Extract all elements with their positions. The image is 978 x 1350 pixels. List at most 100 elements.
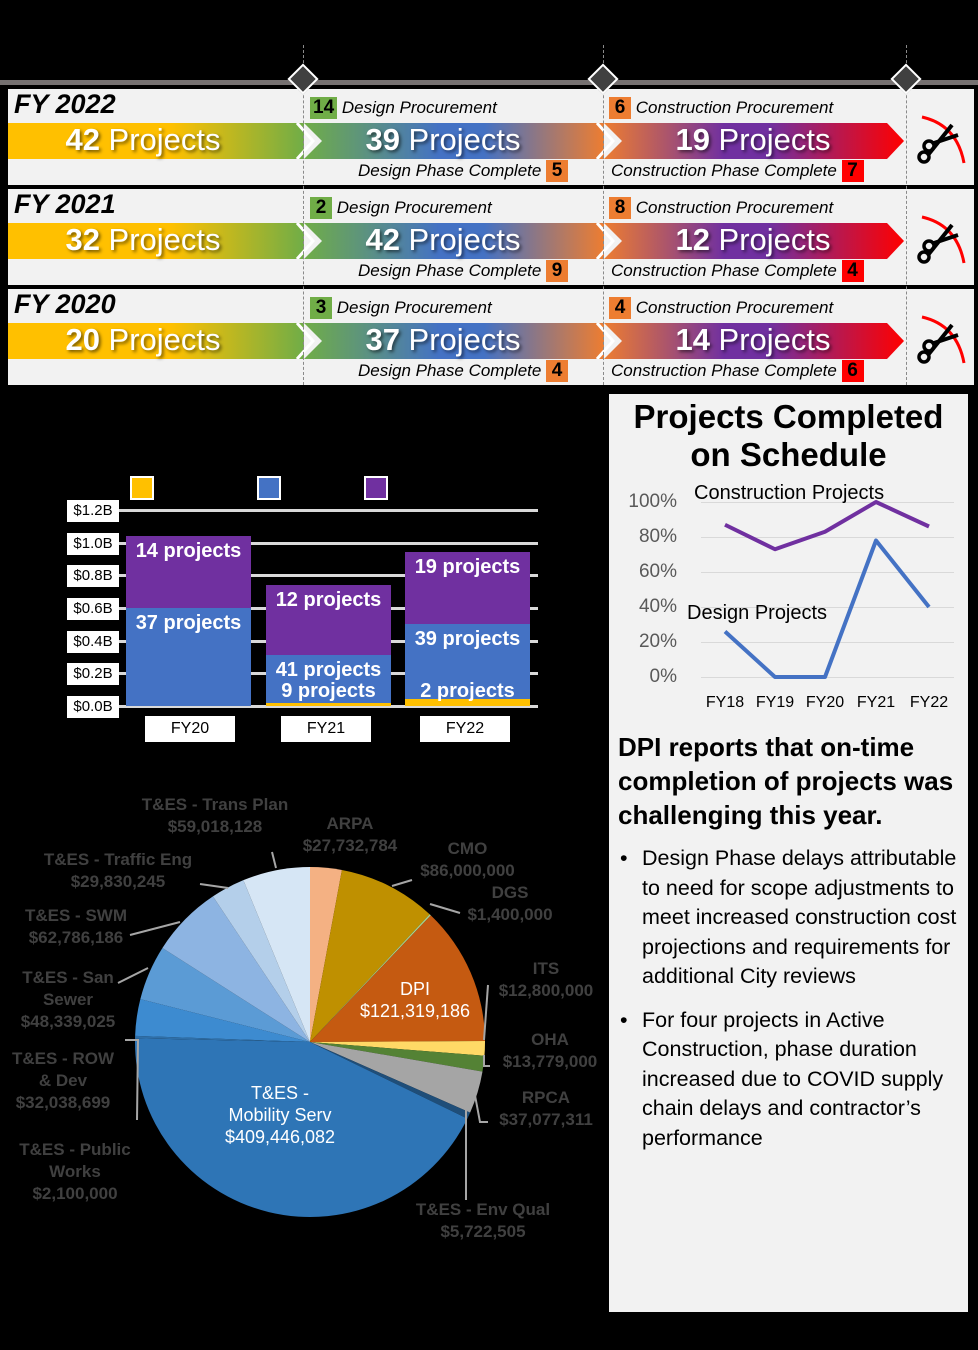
chevron-icon <box>295 323 316 359</box>
x-tick-label: FY21 <box>281 716 371 742</box>
line-chart-plot <box>723 500 931 679</box>
fy-row-2022: FY 2022 42 Projects 39 Projects 19 Proje… <box>8 89 974 185</box>
pie-label-oha: OHA $13,779,000 <box>502 1030 598 1071</box>
pie-label-swm: T&ES - SWM $62,786,186 <box>25 906 127 947</box>
line-series <box>724 500 930 552</box>
stage3-count: 12 Projects <box>675 222 831 257</box>
design-procurement: 14 Design Procurement <box>310 97 497 119</box>
gridline <box>118 509 538 512</box>
pie-label-trans-plan: T&ES - Trans Plan $59,018,128 <box>141 795 289 836</box>
pie-label-rpca: RPCA $37,077,311 <box>499 1088 593 1129</box>
fy-row-2020: FY 2020 20 Projects 37 Projects 14 Proje… <box>8 289 974 385</box>
legend-swatch-purple <box>364 476 388 500</box>
bar-segment-label: 19 projects <box>414 556 521 579</box>
panel-bullets: Design Phase delays attributable to need… <box>618 844 968 1167</box>
panel-title: Projects Completed on Schedule <box>633 398 944 473</box>
pie-slice <box>310 1042 483 1113</box>
pie-slice <box>310 869 430 1042</box>
bullet-item: Design Phase delays attributable to need… <box>618 844 968 992</box>
bar-segment-label: 37 projects <box>135 612 242 634</box>
y-tick-label: 20% <box>638 631 677 652</box>
bar-segment <box>126 536 251 608</box>
gridline <box>701 502 954 503</box>
stage-construction-band <box>604 323 904 359</box>
milestone-divider <box>303 45 304 385</box>
y-tick-label: $0.4B <box>67 630 119 653</box>
legend-swatch-blue <box>257 476 281 500</box>
pie-slice <box>212 880 310 1042</box>
pie-slice <box>140 947 310 1042</box>
funding-bar-chart: $1.2B $1.0B $0.8B $0.6B $0.4B $0.2B $0.0B 14 p… <box>0 460 560 760</box>
panel-headline: DPI reports that on-time completion of p… <box>618 732 954 830</box>
x-tick-label: FY21 <box>856 694 896 711</box>
series-label-construction: Construction Projects <box>694 482 885 504</box>
pie-leader-line <box>129 921 181 936</box>
bar-segment-label: 14 projects <box>135 540 242 563</box>
bar-segment-label: 41 projects <box>275 659 382 682</box>
pie-leader-line <box>271 851 277 869</box>
legend-swatch-yellow <box>130 476 154 500</box>
pie-label-traffic-eng: T&ES - Traffic Eng $29,830,245 <box>43 850 193 891</box>
design-complete: Design Phase Complete 4 <box>358 360 569 382</box>
pie-leader-line <box>199 883 229 889</box>
pie-slice <box>310 1042 485 1072</box>
gridline <box>118 541 538 545</box>
bar-fy22: 19 projects 39 projects 2 projects <box>405 460 530 760</box>
pie-leader-line <box>483 984 489 1041</box>
pie-label-dpi: DPI $121,319,186 <box>359 979 471 1021</box>
pie-slice <box>134 1038 468 1217</box>
gridline <box>701 642 954 643</box>
pie-label-its: ITS $12,800,000 <box>498 959 594 1000</box>
stage3-count: 14 Projects <box>675 322 831 357</box>
bar-segment <box>266 702 391 706</box>
fy-label: FY 2020 <box>14 289 116 319</box>
ribbon-cutting-scissors-icon <box>917 115 966 164</box>
construction-procurement: 4 Construction Procurement <box>609 297 833 319</box>
fy-row-2021: FY 2021 32 Projects 42 Projects 12 Proje… <box>8 189 974 285</box>
y-tick-label: 0% <box>649 666 677 687</box>
pie-label-public-works: T&ES - Public Works $2,100,000 <box>19 1140 131 1203</box>
chevron-icon <box>295 223 316 259</box>
stage2-count: 37 Projects <box>365 322 521 357</box>
pie-leader-line <box>429 903 461 914</box>
y-tick-label: $0.6B <box>67 598 119 620</box>
x-tick-label: FY22 <box>420 716 510 742</box>
pie-slice <box>310 867 342 1042</box>
construction-complete: Construction Phase Complete 4 <box>611 260 864 282</box>
construction-complete: Construction Phase Complete 7 <box>611 160 864 182</box>
construction-complete: Construction Phase Complete 6 <box>611 360 864 382</box>
pie-slice <box>135 999 310 1042</box>
pie-leader-line <box>483 1055 490 1067</box>
bar-segment <box>266 655 391 703</box>
y-tick-label: 80% <box>638 526 677 547</box>
bar-segment <box>266 585 391 656</box>
design-complete: Design Phase Complete 5 <box>358 160 569 182</box>
pie-label-row-dev: T&ES - ROW & Dev $32,038,699 <box>12 1049 114 1112</box>
chevron-icon <box>595 123 616 159</box>
y-tick-label: $1.0B <box>67 532 119 555</box>
stage1-count: 20 Projects <box>65 322 221 357</box>
gridline <box>701 677 954 678</box>
stage-construction-band <box>604 123 904 159</box>
y-tick-label: $0.8B <box>67 565 119 588</box>
bar-segment <box>405 699 530 706</box>
construction-procurement: 8 Construction Procurement <box>609 197 833 219</box>
gridline <box>118 705 538 708</box>
stage1-count: 32 Projects <box>65 222 221 257</box>
gridline <box>118 574 538 578</box>
design-complete: Design Phase Complete 9 <box>358 260 569 282</box>
y-tick-label: $0.2B <box>67 663 119 686</box>
pie-leader-line <box>117 967 149 984</box>
y-tick-label: 60% <box>638 561 677 582</box>
stage-initiation-band <box>8 323 304 359</box>
pie-label-env-qual: T&ES - Env Qual $5,722,505 <box>415 1200 551 1241</box>
series-label-design: Design Projects <box>687 602 828 624</box>
bar-segment <box>126 608 251 706</box>
pie-slice <box>310 1042 471 1119</box>
bullet-item: For four projects in Active Construction… <box>618 1006 968 1154</box>
bar-segment-label: 39 projects <box>414 628 521 651</box>
bar-segment <box>405 552 530 625</box>
chevron-icon <box>595 223 616 259</box>
gridline <box>701 572 954 573</box>
